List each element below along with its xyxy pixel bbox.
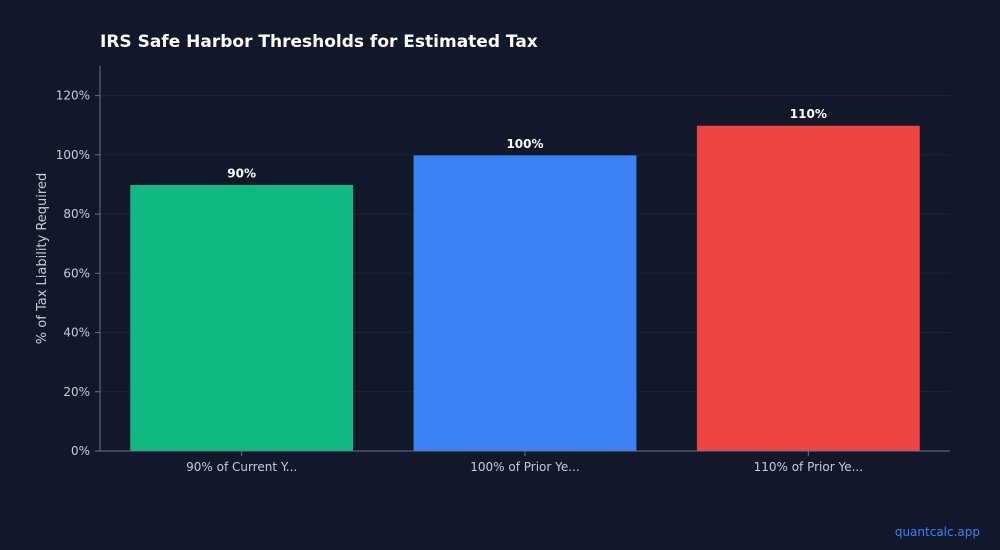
labels: 0% 20% 40% 60% 80% 100% 120% 90% 90% of Current …	[56, 89, 863, 474]
x-tick-label: 90% of Current Y...	[186, 460, 297, 474]
bar	[129, 183, 355, 452]
axes	[95, 66, 950, 456]
y-axis-label: % of Tax Liability Required	[35, 173, 50, 344]
y-tick-label: 60%	[63, 266, 90, 280]
y-tick-label: 120%	[56, 89, 90, 103]
y-tick-label: 20%	[63, 385, 90, 399]
x-tick-label: 110% of Prior Ye...	[754, 460, 863, 474]
chart-title: IRS Safe Harbor Thresholds for Estimated…	[100, 32, 538, 52]
bar-value-label: 110%	[790, 107, 827, 121]
x-tick-label: 100% of Prior Ye...	[470, 460, 579, 474]
bar-value-label: 90%	[227, 166, 256, 180]
y-tick-label: 100%	[56, 148, 90, 162]
y-tick-label: 80%	[63, 207, 90, 221]
watermark[interactable]: quantcalc.app	[894, 525, 980, 539]
bar	[412, 154, 638, 452]
bar-value-label: 100%	[506, 137, 543, 151]
bars	[129, 124, 921, 452]
y-tick-label: 40%	[63, 326, 90, 340]
bar	[695, 124, 921, 452]
y-tick-label: 0%	[71, 444, 90, 458]
